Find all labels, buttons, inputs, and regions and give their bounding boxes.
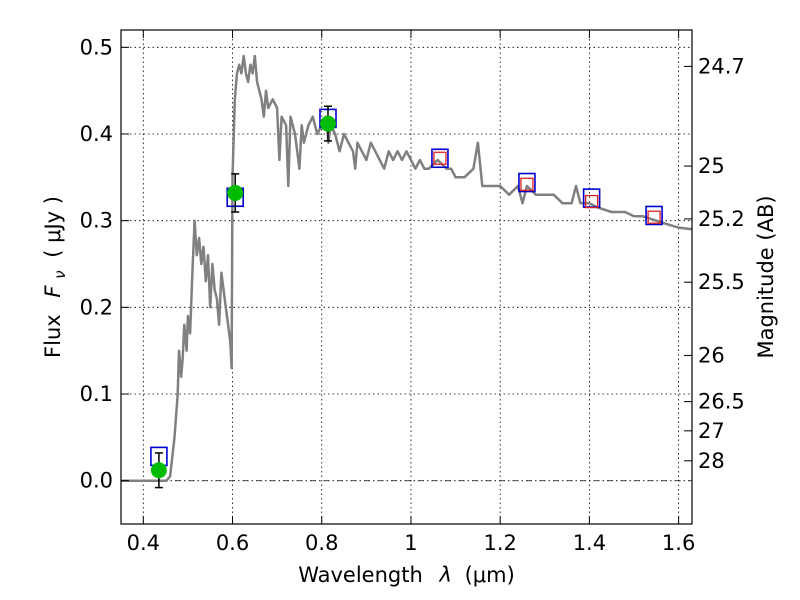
axis-ticks: 0.4 0.6 0.8 1 1.2 1.4 1.6 0.0 0.1 0.2 0.3 0.4 0.5 24.… [80, 30, 745, 555]
model-photometry-square [645, 205, 663, 226]
observed-flux-point [319, 115, 336, 132]
model-photometry-square [431, 148, 449, 169]
x-axis-symbol: λ [438, 563, 451, 587]
y-tick-label: 0.1 [80, 382, 113, 406]
x-tick-label: 1.2 [483, 531, 516, 555]
x-tick-label: 1.6 [662, 531, 695, 555]
predicted-flux-square [647, 210, 661, 224]
y-axis-unit: ( μJy ) [41, 196, 65, 258]
observed-flux-point [150, 462, 167, 479]
y2-tick-label: 25.5 [698, 270, 745, 294]
sed-model-line [121, 54, 693, 482]
plot-frame [120, 29, 693, 525]
series-layer [121, 54, 693, 489]
y2-tick-label: 25.2 [698, 207, 745, 231]
x-axis-label-text: Wavelength [298, 563, 423, 587]
y2-tick-label: 28 [698, 449, 725, 473]
y2-tick-label: 26.5 [698, 390, 745, 414]
predicted-flux-square [520, 177, 534, 191]
y-tick-label: 0.4 [80, 122, 113, 146]
x-tick-label: 0.8 [305, 531, 338, 555]
y2-tick-label: 27 [698, 419, 725, 443]
model-photometry-square [518, 172, 536, 193]
y-axis-symbol: F [41, 285, 65, 298]
y-tick-label: 0.5 [80, 35, 113, 59]
y-tick-label: 0.3 [80, 209, 113, 233]
y-tick-label: 0.0 [80, 469, 113, 493]
predicted-flux-square [433, 151, 447, 165]
x-tick-label: 0.6 [216, 531, 249, 555]
predicted-flux-square [584, 194, 599, 209]
y2-axis-title: Magnitude (AB) [754, 195, 778, 358]
x-axis-title: Wavelength λ (μm) [298, 563, 515, 587]
y2-tick-label: 26 [698, 343, 725, 367]
x-tick-label: 1 [404, 531, 417, 555]
y2-tick-label: 25 [698, 154, 725, 178]
x-tick-label: 0.4 [127, 531, 160, 555]
x-tick-label: 1.4 [573, 531, 606, 555]
y-tick-label: 0.2 [80, 295, 113, 319]
observed-flux-point [227, 184, 244, 201]
y-axis-title: Flux F ν ( μJy ) [41, 196, 70, 358]
y2-tick-label: 24.7 [698, 54, 745, 78]
y-axis-subscript: ν [51, 270, 69, 278]
x-axis-unit: (μm) [465, 563, 515, 587]
y-axis-label-text: Flux [41, 314, 65, 358]
